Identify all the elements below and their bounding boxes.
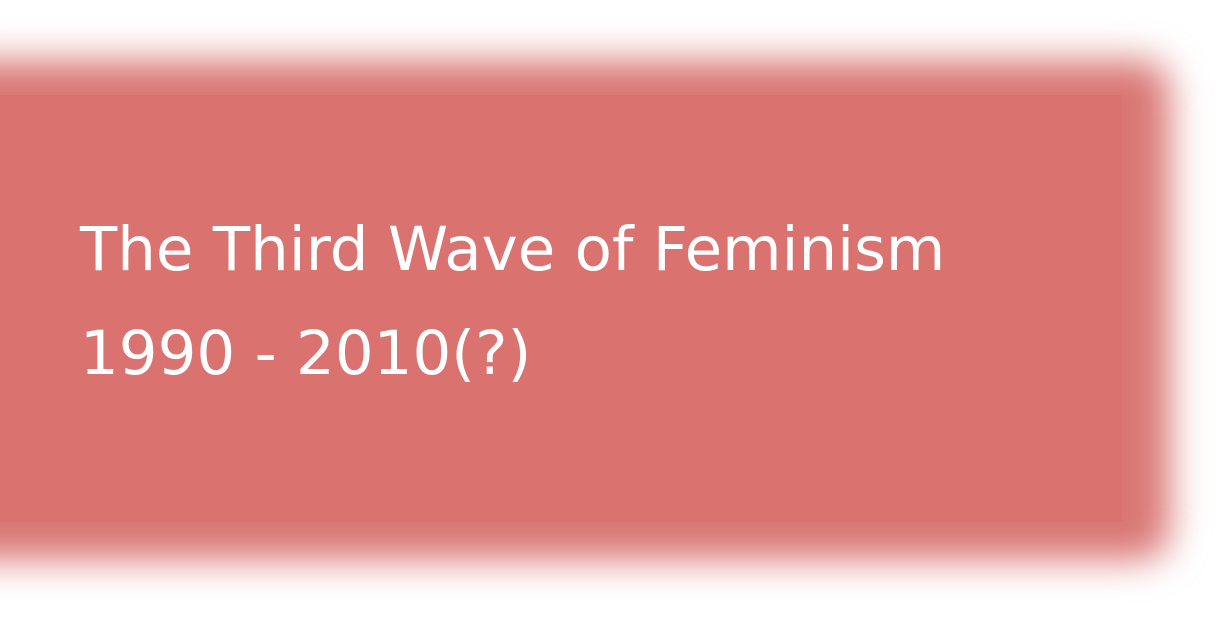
banner-title: The Third Wave of Feminism 1990 - 2010(?… xyxy=(80,198,945,406)
banner-title-line-2: 1990 - 2010(?) xyxy=(80,318,532,389)
title-banner xyxy=(0,95,1122,522)
banner-title-line-1: The Third Wave of Feminism xyxy=(80,214,946,285)
